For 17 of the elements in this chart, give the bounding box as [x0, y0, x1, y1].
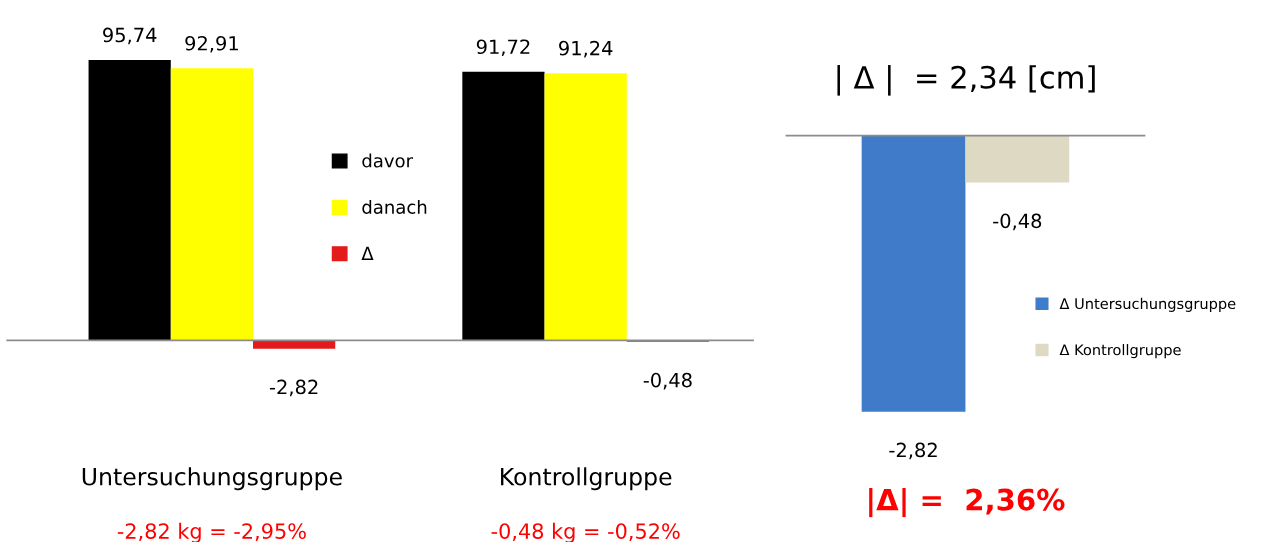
- data-label: 91,72: [476, 39, 530, 57]
- x-tick-label: Untersuchungsgruppe: [82, 467, 342, 491]
- legend-label: Δ Untersuchungsgruppe: [1059, 297, 1236, 312]
- x-tick-label: Kontrollgruppe: [501, 467, 672, 491]
- data-label: -2,82: [269, 379, 318, 397]
- data-label: -0,48: [643, 372, 692, 390]
- legend-label: Δ Kontrollgruppe: [1059, 344, 1181, 359]
- data-label: 91,24: [559, 40, 613, 58]
- legend-label: danach: [362, 199, 427, 214]
- data-label: 95,74: [103, 27, 157, 45]
- data-label: -2,82: [889, 442, 937, 460]
- data-label: 92,91: [185, 35, 238, 53]
- data-label: -0,48: [993, 213, 1042, 231]
- legend-label: Δ: [361, 246, 374, 261]
- chart-title: | Δ | = 2,34 [cm]: [837, 65, 1095, 96]
- legend-label: davor: [362, 153, 414, 168]
- text: |Δ| = 2,36%: [869, 487, 1065, 518]
